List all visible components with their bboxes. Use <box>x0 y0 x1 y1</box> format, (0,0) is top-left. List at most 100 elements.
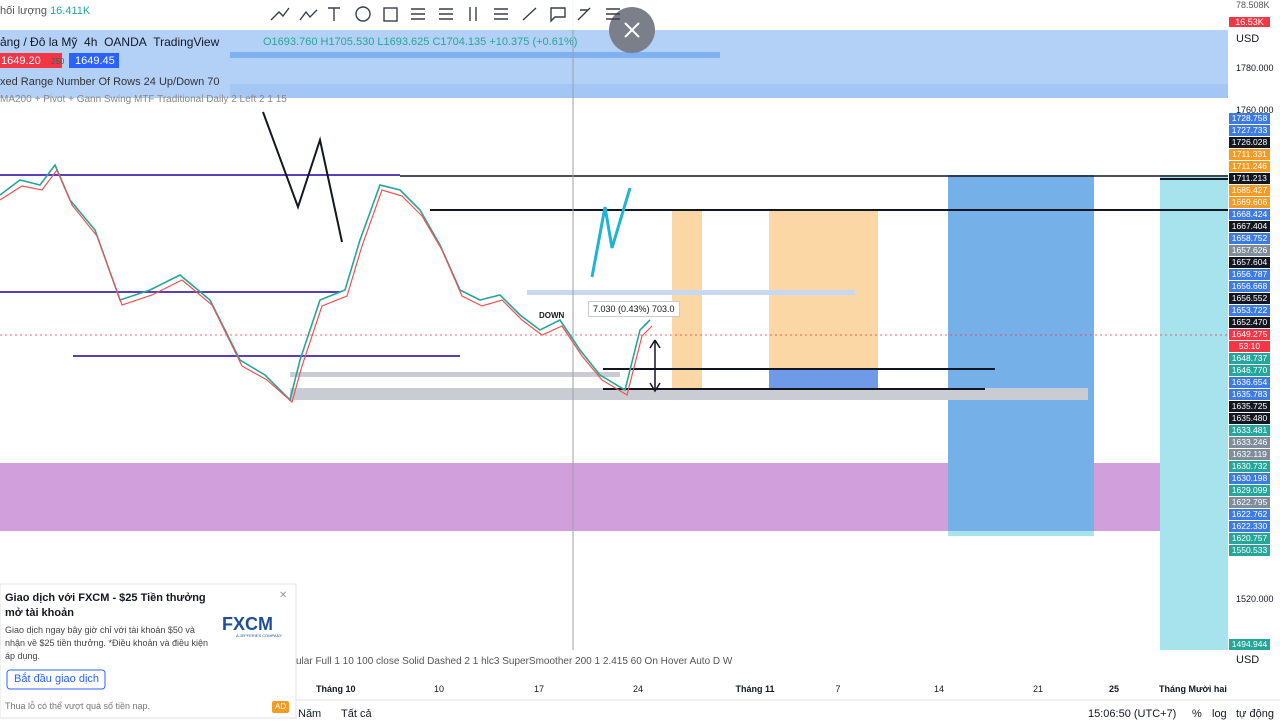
price-marker: 1550.533 <box>1229 545 1270 556</box>
ad-logo: FXCM <box>222 614 273 634</box>
ad-badge-bg <box>272 701 289 713</box>
legend-row: ảng / Đô la Mỹ 4h OANDA TradingView <box>0 35 219 49</box>
zone-strip <box>230 84 1228 98</box>
log-toggle[interactable]: log <box>1212 708 1227 720</box>
signal-label: DOWN <box>539 311 565 320</box>
price-marker: 1622.795 <box>1229 497 1270 508</box>
currency[interactable]: USD <box>1236 33 1260 45</box>
buy-price[interactable]: 1649.45 <box>75 55 115 67</box>
price-marker: 1658.752 <box>1229 233 1270 244</box>
scale-label: 1780.000 <box>1236 63 1274 73</box>
percent-toggle[interactable]: % <box>1192 708 1202 720</box>
price-marker: 1633.481 <box>1229 425 1270 436</box>
price-marker: 1620.757 <box>1229 533 1270 544</box>
price-candles <box>0 163 651 402</box>
tool-icon[interactable] <box>439 8 453 20</box>
ad-logo-sub: A JEFFERIES COMPANY <box>236 633 283 638</box>
measure-label: 7.030 (0.43%) 703.0 <box>588 301 680 317</box>
low: L1693.625 <box>377 36 430 48</box>
zone-gray <box>527 290 855 295</box>
price-marker: 1494.944 <box>1229 639 1270 650</box>
price-marker: 1726.028 <box>1229 137 1270 148</box>
tool-icon[interactable] <box>550 7 566 23</box>
price-marker: 1657.604 <box>1229 257 1270 268</box>
auto-toggle[interactable]: tự động <box>1236 708 1274 720</box>
price-marker: 1667.404 <box>1229 221 1270 232</box>
price-marker: 1635.783 <box>1229 389 1270 400</box>
tool-icon[interactable] <box>270 7 290 21</box>
price-marker: 1728.758 <box>1229 113 1270 124</box>
scale-label: 1520.000 <box>1236 594 1274 604</box>
time-label: 14 <box>934 684 945 694</box>
symbol: ảng / Đô la Mỹ <box>0 35 78 49</box>
price-marker: 1711.213 <box>1229 173 1270 184</box>
tool-icon[interactable] <box>577 7 591 21</box>
close-icon <box>624 22 640 38</box>
price-marker: 1646.770 <box>1229 365 1270 376</box>
buy-bg[interactable] <box>69 53 119 68</box>
tool-icon[interactable] <box>328 7 340 21</box>
time-label: 7 <box>835 684 841 694</box>
axis-top-label: 16.53K <box>1229 17 1270 27</box>
tool-icon[interactable] <box>411 8 425 20</box>
scale-label: 1760.000 <box>1236 105 1274 115</box>
price-marker: 1653.722 <box>1229 305 1270 316</box>
arrow-path <box>262 111 343 243</box>
ad-button[interactable]: Bắt đầu giao dịch <box>14 673 100 685</box>
time-label: Tháng 10 <box>316 684 356 694</box>
tool-icon[interactable] <box>494 8 508 20</box>
price-marker: 1635.725 <box>1229 401 1270 412</box>
volume-label: hối lượng 16.411K <box>0 5 90 17</box>
tool-icon[interactable] <box>355 6 371 22</box>
zone-orange <box>769 210 878 368</box>
zone-orange <box>672 210 702 388</box>
price-marker: 1648.737 <box>1229 353 1270 364</box>
time-label: Tháng 11 <box>735 684 775 694</box>
sell-bg[interactable] <box>0 53 62 68</box>
range-button[interactable]: Năm <box>298 708 322 720</box>
close: C1704.135 <box>432 36 487 48</box>
text: hối lượng <box>0 5 47 17</box>
price-marker: 1656.668 <box>1229 281 1270 292</box>
price-candles <box>0 168 653 404</box>
ad-close[interactable]: ✕ <box>279 590 288 601</box>
price-marker: 1622.330 <box>1229 521 1270 532</box>
tool-icon[interactable] <box>522 7 537 21</box>
price-marker: 1622.762 <box>1229 509 1270 520</box>
tool-icon[interactable] <box>606 8 620 20</box>
time-label: 17 <box>534 684 545 694</box>
ad-button-bg[interactable] <box>6 669 106 690</box>
price-marker: 1656.787 <box>1229 269 1270 280</box>
price-marker: 53:10 <box>1229 341 1270 352</box>
ad-footnote: Thua lỗ có thể vượt quá số tiền nạp. <box>5 701 151 711</box>
price-marker: 1711.331 <box>1229 149 1270 160</box>
ad-card <box>0 583 297 719</box>
tool-icon[interactable] <box>469 7 477 21</box>
price-marker: 1669.606 <box>1229 197 1270 208</box>
range-button[interactable]: Tất cả <box>341 708 372 720</box>
time-label: 10 <box>434 684 445 694</box>
ad-title: Giao dịch với FXCM - $25 Tiền thưởng mở … <box>5 592 206 619</box>
price-marker: 1636.654 <box>1229 377 1270 388</box>
change: +10.375 (+0.61%) <box>489 36 578 48</box>
open: O1693.760 <box>263 36 318 48</box>
tool-icon[interactable] <box>383 7 398 22</box>
zone-blue <box>948 175 1094 531</box>
source: TradingView <box>153 35 220 49</box>
price-marker: 1727.733 <box>1229 125 1270 136</box>
clock: 15:06:50 (UTC+7) <box>1088 708 1177 720</box>
zone-gray <box>290 372 620 377</box>
drawing-toolbar <box>270 6 620 23</box>
price-marker: 1630.732 <box>1229 461 1270 472</box>
broker: OANDA <box>104 35 147 49</box>
price-marker: 1635.480 <box>1229 413 1270 424</box>
price-marker: 1668.424 <box>1229 209 1270 220</box>
spread: 250 <box>51 57 65 66</box>
sell-price[interactable]: 1649.20 <box>1 55 41 67</box>
interval: 4h <box>84 35 98 49</box>
zone-strip <box>230 52 720 58</box>
arrow-path <box>590 187 632 278</box>
tool-icon[interactable] <box>299 9 318 21</box>
